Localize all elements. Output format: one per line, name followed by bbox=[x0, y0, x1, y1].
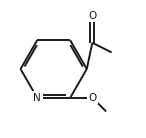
Text: N: N bbox=[33, 93, 41, 103]
Text: O: O bbox=[88, 93, 97, 103]
Text: O: O bbox=[88, 11, 97, 21]
